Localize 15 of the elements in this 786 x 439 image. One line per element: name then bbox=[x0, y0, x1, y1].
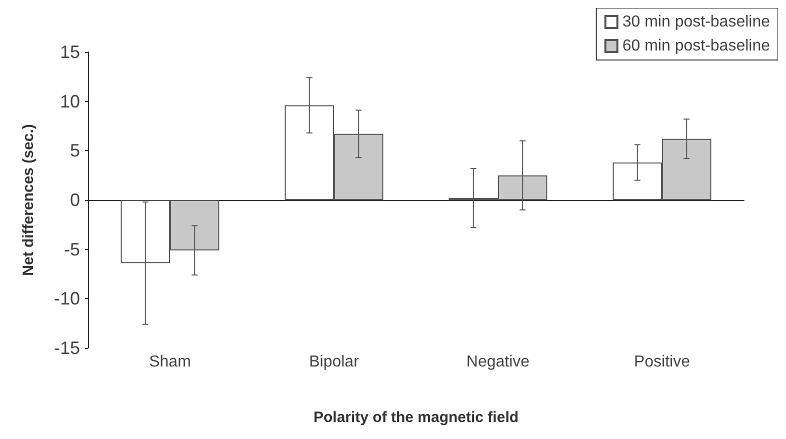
y-tick-label: -5 bbox=[64, 239, 80, 260]
y-tick-label: -10 bbox=[54, 288, 80, 309]
y-tick-label: 5 bbox=[70, 140, 80, 161]
y-tick-label: 0 bbox=[70, 190, 80, 210]
y-tick-label: 10 bbox=[60, 91, 80, 112]
x-tick-label: Negative bbox=[466, 354, 530, 370]
x-tick-label: Sham bbox=[149, 354, 191, 370]
x-tick-label: Positive bbox=[634, 354, 690, 370]
y-tick-label: 15 bbox=[60, 42, 80, 62]
y-tick-label: -15 bbox=[54, 338, 80, 358]
x-axis-title: Polarity of the magnetic field bbox=[313, 409, 519, 426]
legend-label: 30 min post-baseline bbox=[622, 14, 770, 30]
x-tick-label: Bipolar bbox=[309, 354, 360, 370]
legend-label: 60 min post-baseline bbox=[622, 38, 770, 54]
y-axis-title: Net differences (sec.) bbox=[20, 124, 37, 276]
